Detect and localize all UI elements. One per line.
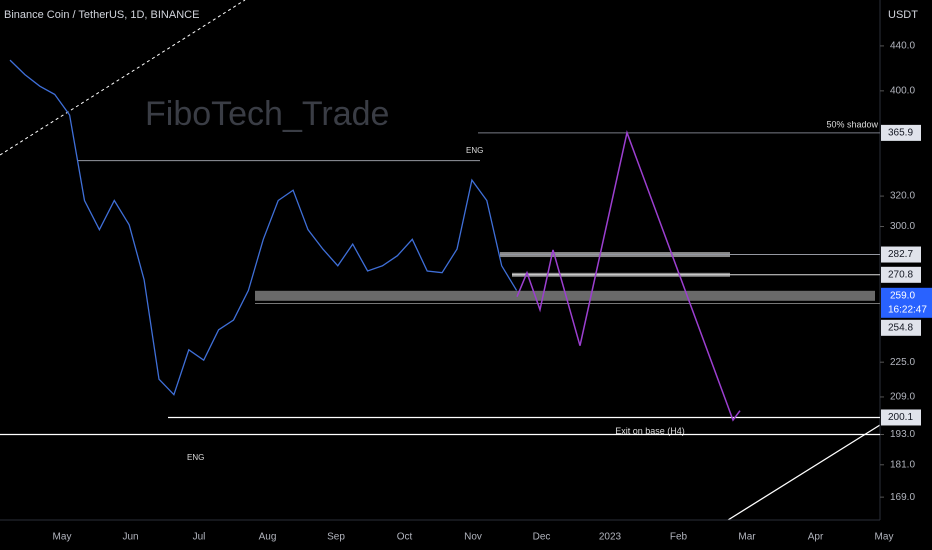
level-label: 254.8 [888, 322, 913, 333]
level-box [881, 409, 921, 426]
y-tick-label: 169.0 [890, 492, 915, 503]
price-label: 259.0 [890, 290, 915, 301]
level-note: 50% shadow [826, 119, 878, 129]
trend-line [0, 0, 246, 156]
x-tick-label: Apr [808, 532, 824, 543]
axis-unit: USDT [888, 9, 918, 21]
trend-line [727, 424, 881, 521]
price-line [9, 59, 518, 396]
x-tick-label: May [875, 532, 894, 543]
y-tick-label: 209.0 [890, 392, 915, 403]
x-tick-label: Feb [670, 532, 688, 543]
level-label: 282.7 [888, 249, 913, 260]
level-label: 200.1 [888, 412, 913, 423]
level-box [881, 319, 921, 336]
level-label: 270.8 [888, 269, 913, 280]
level-box [881, 266, 921, 283]
x-tick-label: Aug [259, 532, 277, 543]
level-box [881, 246, 921, 263]
y-tick-label: 440.0 [890, 41, 915, 52]
x-tick-label: May [53, 532, 72, 543]
x-tick-label: Sep [327, 532, 345, 543]
y-tick-label: 225.0 [890, 357, 915, 368]
level-label: 365.9 [888, 128, 913, 139]
projection-line [516, 130, 741, 422]
y-tick-label: 400.0 [890, 86, 915, 97]
level-box [881, 124, 921, 141]
y-tick-label: 193.0 [890, 429, 915, 440]
y-tick-label: 320.0 [890, 191, 915, 202]
price-box [881, 287, 932, 318]
watermark: FiboTech_Trade [145, 95, 389, 133]
y-tick-label: 300.0 [890, 221, 915, 232]
x-tick-label: Oct [397, 532, 413, 543]
y-tick-label: 181.0 [890, 459, 915, 470]
countdown: 16:22:47 [888, 304, 927, 315]
price-band [255, 290, 875, 301]
x-tick-label: Dec [533, 532, 551, 543]
x-tick-label: Jun [122, 532, 138, 543]
x-tick-label: Nov [464, 532, 482, 543]
x-tick-label: Mar [738, 532, 756, 543]
annotation: ENG [187, 453, 204, 462]
x-tick-label: Jul [193, 532, 206, 543]
x-tick-label: 2023 [599, 532, 622, 543]
chart-title: Binance Coin / TetherUS, 1D, BINANCE [4, 9, 199, 21]
annotation: ENG [466, 146, 483, 155]
level-note: Exit on base (H4) [615, 426, 685, 436]
